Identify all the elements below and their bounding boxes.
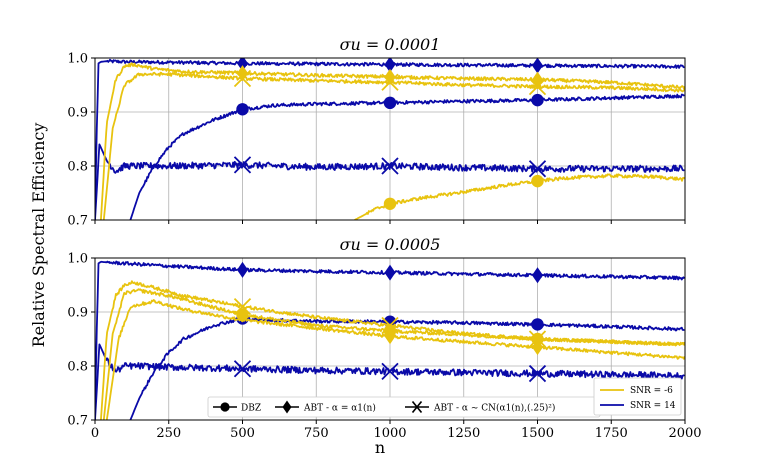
y-tick-label: 0.8 bbox=[67, 160, 88, 175]
legend-label: ABT - α = α1(n) bbox=[303, 403, 376, 414]
series-line bbox=[129, 93, 685, 220]
data-point-diamond bbox=[384, 264, 396, 281]
legend-label: ABT - α ~ CN(α1(n),(.25)²) bbox=[433, 403, 555, 414]
legend-item-snr-neg6: SNR = -6 bbox=[600, 386, 673, 396]
legend-item-abt-cn: ABT - α ~ CN(α1(n),(.25)²) bbox=[405, 400, 555, 414]
data-point-x bbox=[381, 73, 399, 91]
legend-item-snr-14: SNR = 14 bbox=[600, 401, 676, 411]
data-point-diamond bbox=[532, 339, 543, 356]
data-point-x bbox=[381, 157, 399, 175]
y-tick-label: 0.7 bbox=[67, 214, 88, 229]
data-point-circle bbox=[531, 93, 544, 107]
data-point-diamond bbox=[532, 58, 543, 74]
series-group bbox=[95, 58, 685, 220]
series-line bbox=[102, 71, 685, 220]
data-point-x bbox=[381, 362, 399, 381]
series-line bbox=[105, 299, 685, 420]
data-point-circle bbox=[531, 174, 544, 188]
x-tick-label: 1750 bbox=[595, 426, 628, 441]
legend-item-abt-alpha1: ABT - α = α1(n) bbox=[275, 400, 376, 414]
data-point-x bbox=[233, 156, 252, 174]
legend-snr: SNR = -6 SNR = 14 bbox=[593, 377, 682, 416]
data-point-x bbox=[528, 77, 547, 96]
x-marker-icon bbox=[411, 400, 423, 414]
data-point-x bbox=[528, 160, 547, 178]
data-point-circle bbox=[236, 103, 249, 116]
data-point-circle bbox=[383, 96, 397, 110]
data-point-x bbox=[528, 364, 547, 383]
x-tick-label: 2000 bbox=[668, 426, 701, 441]
x-tick-label: 1500 bbox=[521, 426, 554, 441]
data-point-circle bbox=[383, 197, 397, 210]
series-group bbox=[95, 260, 685, 420]
diamond-marker-icon bbox=[282, 400, 292, 414]
panel-title: σu = 0.0001 bbox=[340, 35, 441, 54]
series-line bbox=[95, 143, 685, 220]
data-point-diamond bbox=[384, 328, 396, 345]
y-tick-label: 0.9 bbox=[67, 306, 88, 321]
y-tick-label: 0.9 bbox=[67, 106, 88, 121]
y-tick-label: 1.0 bbox=[67, 52, 88, 67]
circle-marker-icon bbox=[220, 402, 230, 412]
legend-label: SNR = 14 bbox=[630, 401, 676, 411]
legend-methods: DBZ ABT - α = α1(n) ABT - α ~ CN(α1(n),(… bbox=[207, 396, 601, 418]
data-point-diamond bbox=[532, 267, 543, 284]
panel-top: 0.7 0.8 0.9 1.0 σu = 0.0001 bbox=[67, 35, 686, 229]
series-line bbox=[354, 173, 685, 220]
x-tick-label: 1250 bbox=[447, 426, 480, 441]
data-point-x bbox=[233, 360, 252, 378]
panel-title: σu = 0.0005 bbox=[340, 235, 441, 254]
data-point-circle bbox=[236, 308, 249, 321]
data-point-diamond bbox=[237, 261, 248, 278]
y-tick-label: 0.7 bbox=[67, 414, 88, 429]
series-line bbox=[100, 62, 685, 220]
x-tick-label: 750 bbox=[304, 426, 329, 441]
series-line bbox=[129, 316, 685, 420]
x-tick-label: 1000 bbox=[373, 426, 406, 441]
data-point-diamond bbox=[237, 58, 248, 72]
x-tick-label: 0 bbox=[91, 426, 99, 441]
x-axis-label: n bbox=[375, 438, 385, 457]
data-point-diamond bbox=[384, 58, 396, 73]
x-tick-label: 250 bbox=[156, 426, 181, 441]
panel-bottom: 0 250 500 750 1000 1250 1500 1750 2000 0.7 0.8 0.9 1… bbox=[67, 235, 701, 441]
data-point-circle bbox=[531, 332, 544, 346]
data-point-x bbox=[233, 69, 252, 88]
y-tick-label: 0.8 bbox=[67, 360, 88, 375]
legend-item-dbz: DBZ bbox=[213, 402, 261, 414]
legend-label: SNR = -6 bbox=[630, 386, 673, 396]
y-tick-label: 1.0 bbox=[67, 252, 88, 267]
data-point-circle bbox=[531, 318, 544, 331]
x-tick-label: 500 bbox=[230, 426, 255, 441]
legend-label: DBZ bbox=[241, 404, 261, 414]
y-axis-label: Relative Spectral Efficiency bbox=[29, 123, 48, 348]
